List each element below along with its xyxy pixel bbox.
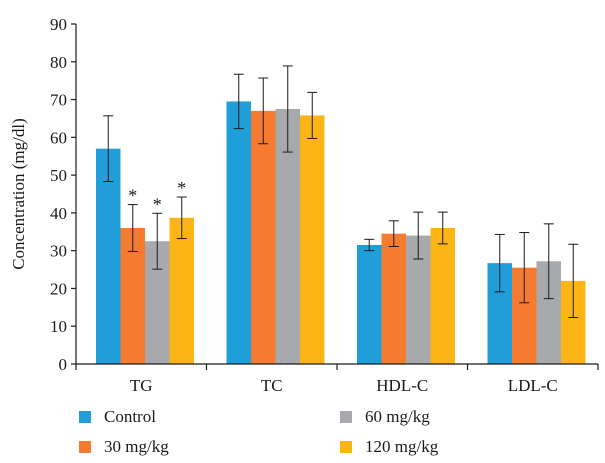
y-tick-label: 0	[59, 355, 68, 374]
error-bar-tg-30-mg-kg	[127, 204, 138, 252]
y-tick-label: 40	[50, 204, 67, 223]
error-bar-hdl-c-60-mg-kg	[413, 211, 424, 260]
legend-item-60-mg-kg: 60 mg/kg	[340, 407, 430, 426]
error-bar-ldl-c-60-mg-kg	[543, 223, 554, 300]
legend-item-control: Control	[79, 407, 156, 426]
legend-item-120-mg-kg: 120 mg/kg	[340, 437, 439, 456]
bar-hdl-c-30-mg-kg	[381, 233, 406, 364]
bars: * * *	[96, 65, 586, 364]
y-tick-label: 20	[50, 279, 67, 298]
legend-item-30-mg-kg: 30 mg/kg	[79, 437, 169, 456]
legend-label: 30 mg/kg	[104, 437, 169, 456]
error-bar-tc-60-mg-kg	[282, 65, 293, 153]
error-bar-tg-120-mg-kg	[176, 196, 187, 240]
bar-tc-120-mg-kg	[300, 115, 325, 364]
x-tick-label-tc: TC	[261, 376, 283, 395]
legend-label: Control	[104, 407, 156, 426]
y-tick-label: 10	[50, 317, 67, 336]
error-bar-hdl-c-control	[364, 238, 375, 252]
error-bar-tc-30-mg-kg	[258, 77, 269, 145]
significance-marker: *	[177, 178, 186, 198]
y-tick-label: 30	[50, 242, 67, 261]
legend-swatch	[340, 411, 352, 423]
y-tick-label: 50	[50, 166, 67, 185]
error-bar-tg-control	[103, 115, 114, 183]
legend-label: 120 mg/kg	[365, 437, 439, 456]
x-axis: TG TC HDL-C LDL-C	[75, 363, 599, 395]
legend: Control 30 mg/kg 60 mg/kg 120 mg/kg	[79, 407, 439, 456]
error-bar-tc-120-mg-kg	[307, 91, 318, 139]
legend-swatch	[79, 441, 91, 453]
error-bar-tc-control	[233, 73, 244, 130]
x-tick-label-tg: TG	[130, 376, 153, 395]
error-bar-ldl-c-control	[494, 233, 505, 293]
error-bar-hdl-c-30-mg-kg	[388, 220, 399, 248]
bar-tg-120-mg-kg	[169, 217, 194, 364]
significance-marker: *	[128, 186, 137, 206]
y-tick-label: 60	[50, 128, 67, 147]
y-tick-label: 70	[50, 91, 67, 110]
bar-hdl-c-120-mg-kg	[430, 228, 455, 364]
error-bar-ldl-c-120-mg-kg	[568, 243, 579, 319]
legend-swatch	[79, 411, 91, 423]
legend-swatch	[340, 441, 352, 453]
significance-marker: *	[153, 194, 162, 214]
bar-tg-control	[96, 148, 121, 364]
x-tick-label-ldl-c: LDL-C	[508, 376, 558, 395]
bar-tc-control	[226, 101, 251, 364]
bar-tc-30-mg-kg	[251, 110, 276, 364]
legend-label: 60 mg/kg	[365, 407, 430, 426]
y-tick-label: 90	[50, 15, 67, 34]
bar-hdl-c-control	[357, 245, 382, 364]
x-tick-label-hdl-c: HDL-C	[376, 376, 428, 395]
error-bar-ldl-c-30-mg-kg	[519, 232, 530, 304]
y-tick-label: 80	[50, 53, 67, 72]
error-bar-hdl-c-120-mg-kg	[437, 211, 448, 245]
error-bar-tg-60-mg-kg	[152, 212, 163, 270]
y-axis-title: Concentration (mg/dl)	[9, 118, 28, 270]
y-axis: 0 10 20 30 40 50 60 70 80 90	[50, 15, 77, 374]
